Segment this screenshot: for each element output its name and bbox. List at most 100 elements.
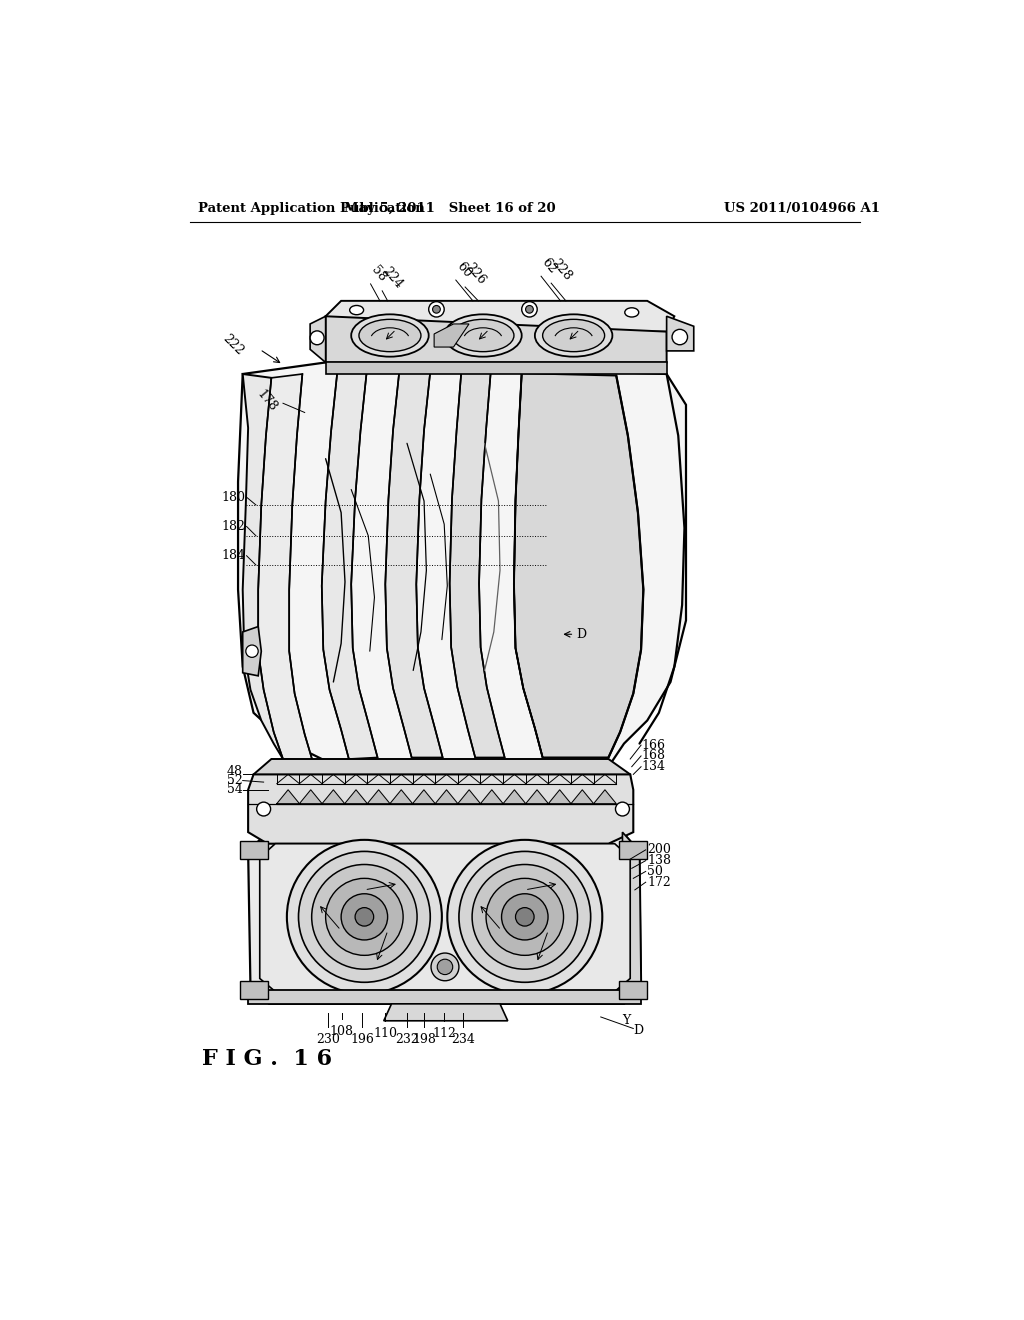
Text: 138: 138 <box>647 854 672 867</box>
Polygon shape <box>299 789 323 804</box>
Ellipse shape <box>349 305 364 314</box>
Text: 234: 234 <box>451 1034 475 1047</box>
Polygon shape <box>385 372 442 758</box>
Text: 196: 196 <box>350 1034 374 1047</box>
Polygon shape <box>571 789 594 804</box>
Polygon shape <box>390 789 413 804</box>
Text: D: D <box>575 628 586 640</box>
Circle shape <box>515 908 535 927</box>
Polygon shape <box>384 1003 508 1020</box>
Text: 110: 110 <box>374 1027 397 1040</box>
Circle shape <box>432 305 440 313</box>
Text: 230: 230 <box>316 1034 340 1047</box>
Polygon shape <box>276 789 299 804</box>
Circle shape <box>502 894 548 940</box>
Text: 182: 182 <box>222 520 246 533</box>
Polygon shape <box>667 317 693 351</box>
Text: 52: 52 <box>227 774 243 787</box>
Text: 48: 48 <box>226 764 243 777</box>
Text: 178: 178 <box>254 388 280 414</box>
Polygon shape <box>322 372 378 759</box>
Circle shape <box>311 865 417 969</box>
Text: 62: 62 <box>539 256 559 276</box>
Ellipse shape <box>452 319 514 351</box>
Circle shape <box>615 803 630 816</box>
Text: 112: 112 <box>432 1027 456 1040</box>
Text: 50: 50 <box>647 865 664 878</box>
Ellipse shape <box>351 314 429 356</box>
Ellipse shape <box>444 314 521 356</box>
Circle shape <box>672 330 687 345</box>
Circle shape <box>437 960 453 974</box>
Text: 172: 172 <box>647 875 671 888</box>
Circle shape <box>525 305 534 313</box>
Text: May 5, 2011   Sheet 16 of 20: May 5, 2011 Sheet 16 of 20 <box>344 202 555 215</box>
Polygon shape <box>503 789 525 804</box>
Text: US 2011/0104966 A1: US 2011/0104966 A1 <box>724 202 881 215</box>
Text: Y: Y <box>623 1014 631 1027</box>
Ellipse shape <box>535 314 612 356</box>
Circle shape <box>257 803 270 816</box>
Polygon shape <box>413 789 435 804</box>
Polygon shape <box>368 789 390 804</box>
Text: Patent Application Publication: Patent Application Publication <box>198 202 425 215</box>
Circle shape <box>521 301 538 317</box>
Text: D: D <box>633 1024 643 1038</box>
Text: 108: 108 <box>330 1026 354 1039</box>
Polygon shape <box>458 789 480 804</box>
Circle shape <box>486 878 563 956</box>
Circle shape <box>310 331 324 345</box>
Text: 224: 224 <box>380 264 406 290</box>
Polygon shape <box>525 789 549 804</box>
Text: 184: 184 <box>222 549 246 562</box>
Polygon shape <box>450 372 505 758</box>
Polygon shape <box>254 759 630 784</box>
Polygon shape <box>248 990 641 1003</box>
Polygon shape <box>514 374 643 758</box>
Polygon shape <box>323 789 345 804</box>
Polygon shape <box>326 317 667 363</box>
Polygon shape <box>549 789 571 804</box>
Polygon shape <box>243 627 261 676</box>
Circle shape <box>447 840 602 994</box>
Circle shape <box>355 908 374 927</box>
Text: 228: 228 <box>549 256 574 284</box>
Bar <box>240 981 267 999</box>
Polygon shape <box>326 363 667 374</box>
Polygon shape <box>345 789 368 804</box>
Bar <box>240 841 267 859</box>
Circle shape <box>299 851 430 982</box>
Text: 222: 222 <box>220 331 246 358</box>
Text: 226: 226 <box>463 260 488 286</box>
Polygon shape <box>480 789 503 804</box>
Text: 198: 198 <box>412 1034 436 1047</box>
Ellipse shape <box>625 308 639 317</box>
Polygon shape <box>594 789 616 804</box>
Text: 168: 168 <box>641 750 665 763</box>
Ellipse shape <box>543 319 604 351</box>
Polygon shape <box>310 317 326 363</box>
Bar <box>620 841 647 859</box>
Circle shape <box>287 840 442 994</box>
Polygon shape <box>238 363 686 775</box>
Polygon shape <box>326 301 675 331</box>
Polygon shape <box>623 832 641 1003</box>
Text: 58: 58 <box>369 264 388 284</box>
Bar <box>620 981 647 999</box>
Text: 134: 134 <box>641 760 665 774</box>
Polygon shape <box>248 832 641 1003</box>
Text: 166: 166 <box>641 739 665 751</box>
Circle shape <box>246 645 258 657</box>
Polygon shape <box>434 323 469 347</box>
Text: 200: 200 <box>647 843 671 857</box>
Circle shape <box>472 865 578 969</box>
Circle shape <box>341 894 388 940</box>
Circle shape <box>459 851 591 982</box>
Ellipse shape <box>359 319 421 351</box>
Text: 60: 60 <box>454 260 474 280</box>
Polygon shape <box>258 374 312 760</box>
Text: 54: 54 <box>227 783 243 796</box>
Polygon shape <box>435 789 458 804</box>
Text: 232: 232 <box>395 1034 419 1047</box>
Polygon shape <box>260 843 630 991</box>
